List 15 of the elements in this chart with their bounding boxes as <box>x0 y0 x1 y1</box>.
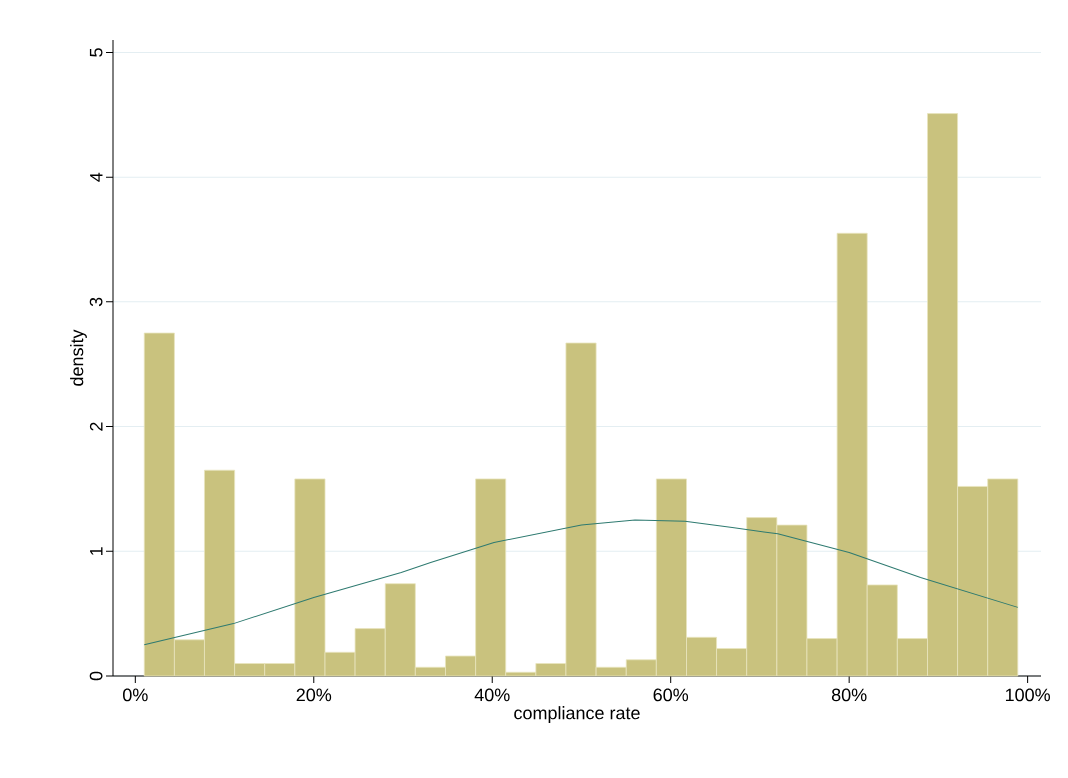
x-tick-label: 80% <box>831 688 867 702</box>
y-tick-label: 4 <box>90 172 103 182</box>
x-tick-label: 20% <box>296 688 332 702</box>
line-series <box>143 519 1019 646</box>
x-tick-label: 40% <box>474 688 510 702</box>
y-tick-label: 1 <box>90 547 103 555</box>
y-tick-label: 0 <box>89 671 103 681</box>
x-tick-label: 60% <box>653 688 689 702</box>
y-tick-label: 2 <box>89 422 103 431</box>
x-axis-title: compliance rate <box>514 706 640 723</box>
y-tick-label: 3 <box>89 297 103 307</box>
x-tick-label: 100% <box>1005 688 1050 702</box>
x-tick-label: 0% <box>123 688 148 702</box>
y-axis-title: density <box>70 329 87 386</box>
y-tick-label: 5 <box>89 48 103 57</box>
